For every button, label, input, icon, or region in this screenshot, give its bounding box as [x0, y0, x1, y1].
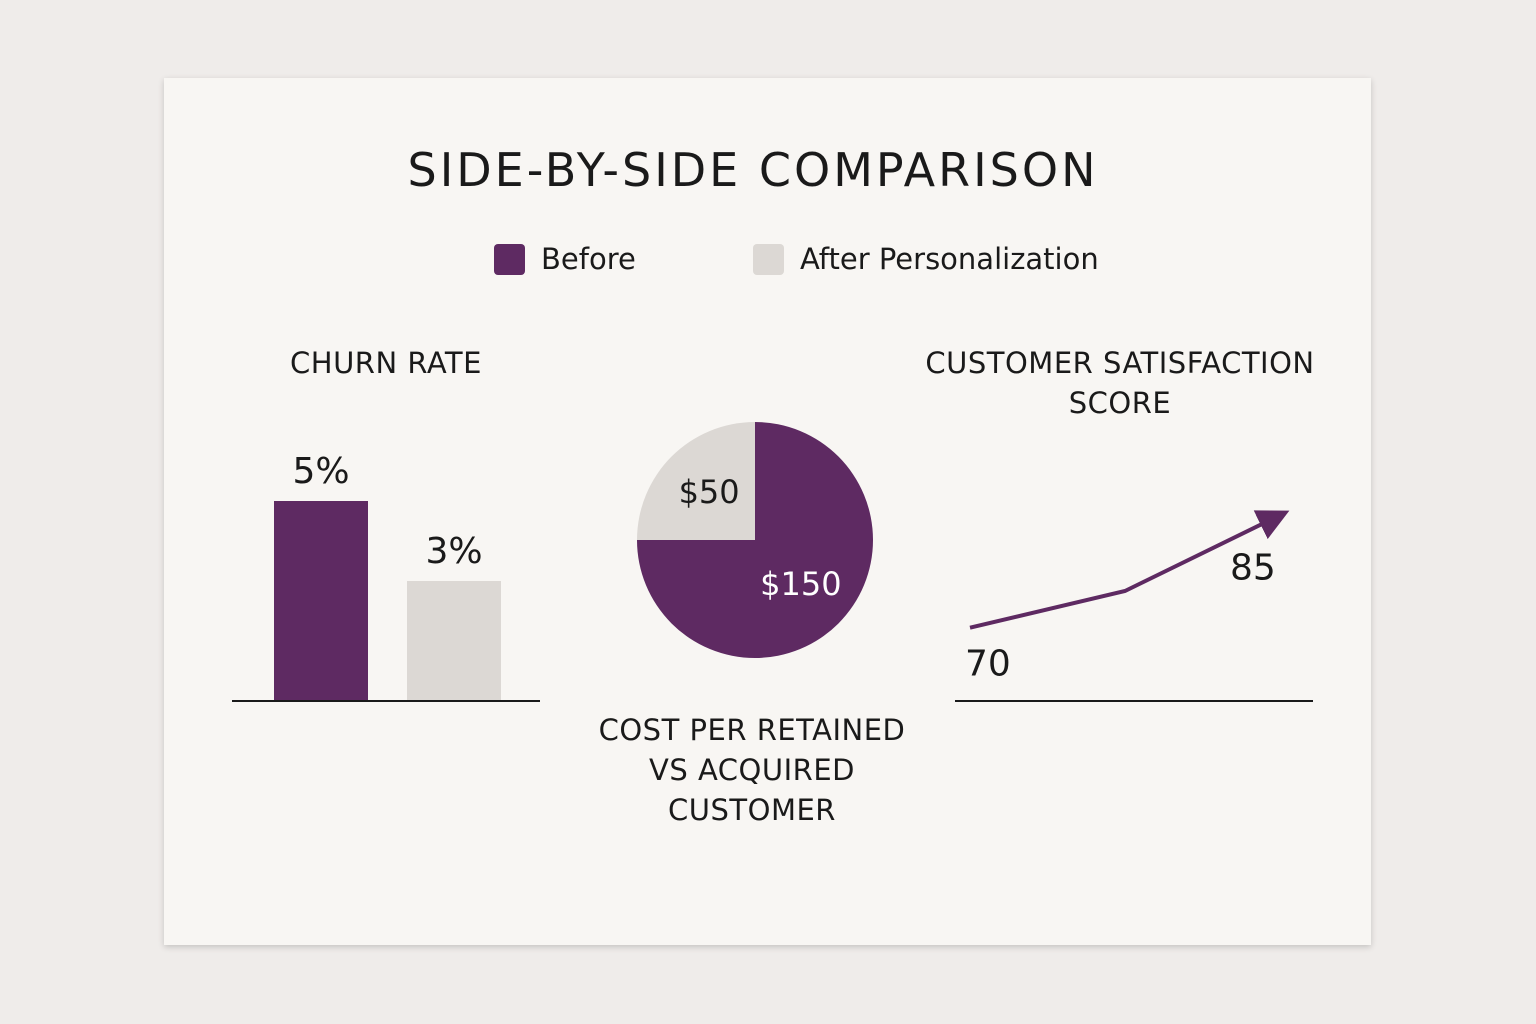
legend-swatch: [494, 244, 525, 275]
chart-title: CHURN RATE: [290, 346, 482, 380]
bar: [274, 501, 368, 701]
value-label: $50: [679, 473, 740, 511]
bar: [407, 581, 501, 701]
chart-title: COST PER RETAINED VS ACQUIRED CUSTOMER: [598, 713, 906, 827]
chart-title: CUSTOMER SATISFACTION SCORE: [925, 346, 1315, 420]
value-label: 85: [1230, 548, 1276, 589]
value-label: 3%: [425, 531, 482, 572]
line: [969, 510, 1290, 630]
value-label: $150: [760, 565, 841, 603]
legend-label: Before: [541, 242, 636, 276]
page-title: SIDE-BY-SIDE COMPARISON: [407, 143, 1099, 197]
legend-label: After Personalization: [800, 242, 1099, 276]
pie-slice: [637, 422, 755, 540]
value-label: 5%: [292, 451, 349, 492]
legend-swatch: [753, 244, 784, 275]
value-label: 70: [965, 644, 1011, 685]
